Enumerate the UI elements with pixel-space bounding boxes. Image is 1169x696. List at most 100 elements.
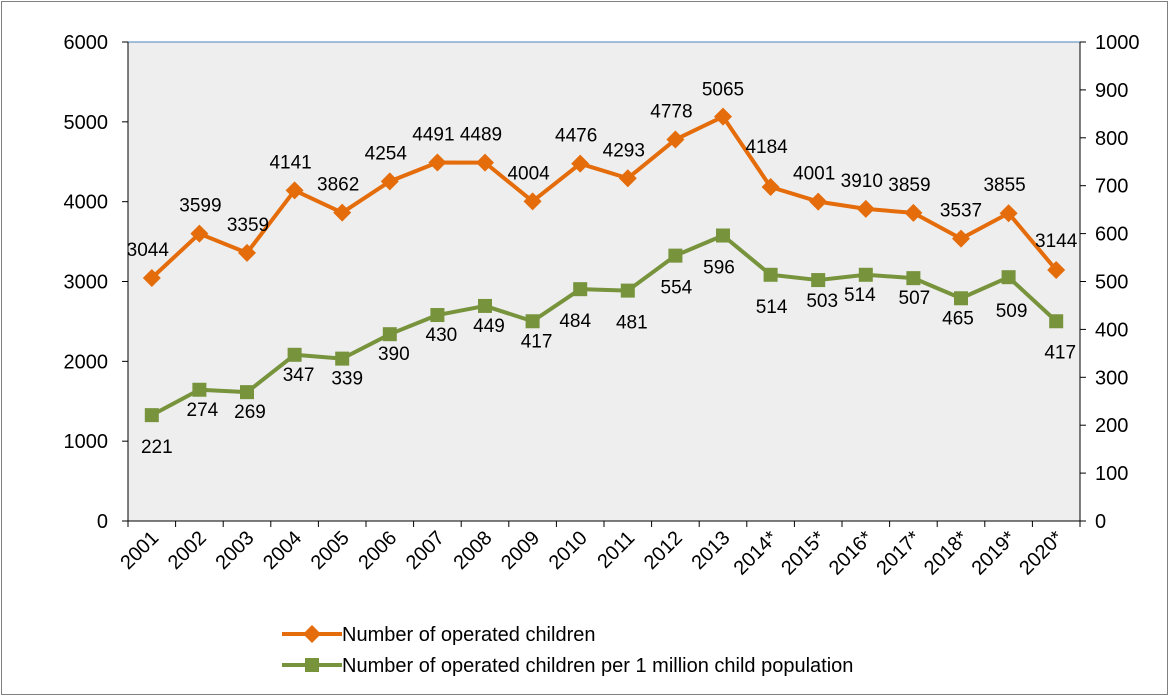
point-marker-1	[906, 271, 921, 286]
point-marker-0	[999, 204, 1018, 223]
x-tick-label: 2002	[164, 527, 211, 574]
legend-marker-1	[305, 658, 319, 672]
data-label-1: 554	[661, 278, 693, 299]
point-marker-1	[811, 273, 826, 288]
y-tick-label-right: 400	[1095, 319, 1128, 341]
y-tick-label-right: 600	[1095, 224, 1128, 246]
point-marker-1	[1049, 314, 1064, 329]
data-label-1: 449	[473, 316, 505, 337]
point-marker-0	[476, 153, 494, 172]
y-tick-label-right: 300	[1095, 367, 1128, 389]
x-tick-label: 2009	[497, 527, 544, 574]
point-marker-0	[523, 192, 542, 211]
point-marker-0	[428, 153, 447, 172]
point-marker-0	[761, 177, 780, 196]
y-tick-label-right: 800	[1095, 128, 1128, 150]
y-tick-label-right: 0	[1095, 511, 1106, 533]
data-label-0: 4254	[365, 143, 408, 164]
data-label-1: 596	[703, 258, 735, 279]
y-tick-label-left: 6000	[64, 32, 109, 54]
point-marker-0	[856, 199, 875, 218]
data-label-0: 4778	[650, 102, 692, 123]
series-line-1	[150, 233, 1058, 417]
series-layer	[142, 107, 1066, 423]
point-marker-0	[952, 229, 970, 248]
legend-label-0: Number of operated children	[342, 624, 595, 646]
point-marker-1	[525, 314, 540, 329]
y-tick-label-right: 200	[1095, 415, 1128, 437]
point-marker-1	[1001, 270, 1016, 285]
point-marker-1	[573, 282, 588, 297]
point-marker-0	[618, 169, 637, 188]
data-label-0: 3144	[1035, 231, 1078, 252]
data-label-0: 3537	[940, 201, 982, 222]
data-label-0: 4491	[412, 124, 454, 145]
data-label-1: 221	[141, 437, 173, 458]
data-label-1: 514	[844, 285, 876, 306]
x-tick-label: 2019*	[968, 527, 1021, 580]
data-label-1: 339	[331, 369, 363, 390]
y-tick-label-right: 100	[1095, 463, 1128, 485]
data-label-1: 430	[426, 325, 458, 346]
y-tick-label-left: 2000	[64, 351, 109, 373]
y-tick-label-left: 0	[97, 511, 108, 533]
point-marker-1	[382, 327, 397, 342]
data-label-0: 3044	[127, 240, 170, 261]
x-tick-label: 2007	[402, 527, 449, 574]
y-tick-label-right: 700	[1095, 176, 1128, 198]
data-label-0: 4489	[460, 125, 502, 146]
data-label-1: 507	[899, 288, 931, 309]
x-tick-label: 2017*	[872, 527, 925, 580]
data-label-1: 417	[521, 331, 553, 352]
point-marker-0	[333, 203, 352, 222]
point-marker-1	[287, 347, 302, 362]
x-tick-label: 2010	[545, 527, 592, 574]
data-label-1: 503	[806, 291, 838, 312]
point-marker-0	[1047, 261, 1066, 280]
data-label-1: 390	[378, 344, 410, 365]
point-marker-0	[380, 172, 399, 191]
x-tick-label: 2015*	[777, 527, 830, 580]
y-tick-label-left: 3000	[64, 272, 109, 294]
point-marker-1	[954, 291, 968, 306]
point-marker-1	[240, 385, 254, 400]
x-tick-label: 2003	[212, 527, 259, 574]
x-tick-label: 2013	[688, 527, 735, 574]
point-marker-0	[285, 181, 304, 200]
point-marker-0	[571, 154, 590, 173]
legend: Number of operated children Number of ope…	[282, 624, 853, 677]
data-label-1: 514	[756, 297, 788, 318]
y-tick-label-right: 1000	[1095, 32, 1140, 54]
data-label-0: 4001	[793, 164, 835, 185]
point-marker-1	[668, 248, 683, 263]
point-marker-0	[238, 243, 256, 262]
point-marker-1	[716, 228, 730, 243]
point-marker-1	[620, 283, 635, 298]
x-tick-label: 2005	[307, 527, 354, 574]
data-label-1: 509	[996, 301, 1028, 322]
data-label-1: 417	[1044, 342, 1076, 363]
x-tick-label: 2020*	[1015, 527, 1068, 580]
data-label-1: 269	[234, 402, 266, 423]
x-tick-label: 2004	[259, 527, 306, 574]
x-tick-label: 2008	[450, 527, 497, 574]
data-label-0: 4004	[507, 163, 550, 184]
data-label-0: 3359	[227, 215, 269, 236]
x-tick-label: 2016*	[825, 527, 878, 580]
y-tick-label-right: 900	[1095, 80, 1128, 102]
y-tick-label-left: 5000	[64, 112, 109, 134]
data-label-0: 3910	[841, 171, 883, 192]
x-tick-label: 2014*	[730, 527, 783, 580]
y-tick-label-left: 4000	[64, 192, 109, 214]
data-label-0: 5065	[702, 80, 744, 101]
plot-area	[128, 41, 1080, 521]
point-marker-1	[335, 351, 350, 366]
data-label-0: 3599	[179, 196, 221, 217]
point-marker-1	[144, 408, 159, 423]
y-tick-label-right: 500	[1095, 272, 1128, 294]
point-marker-1	[763, 267, 778, 282]
data-label-1: 481	[616, 313, 648, 334]
data-label-1: 484	[559, 311, 591, 332]
x-tick-label: 2011	[593, 527, 639, 573]
